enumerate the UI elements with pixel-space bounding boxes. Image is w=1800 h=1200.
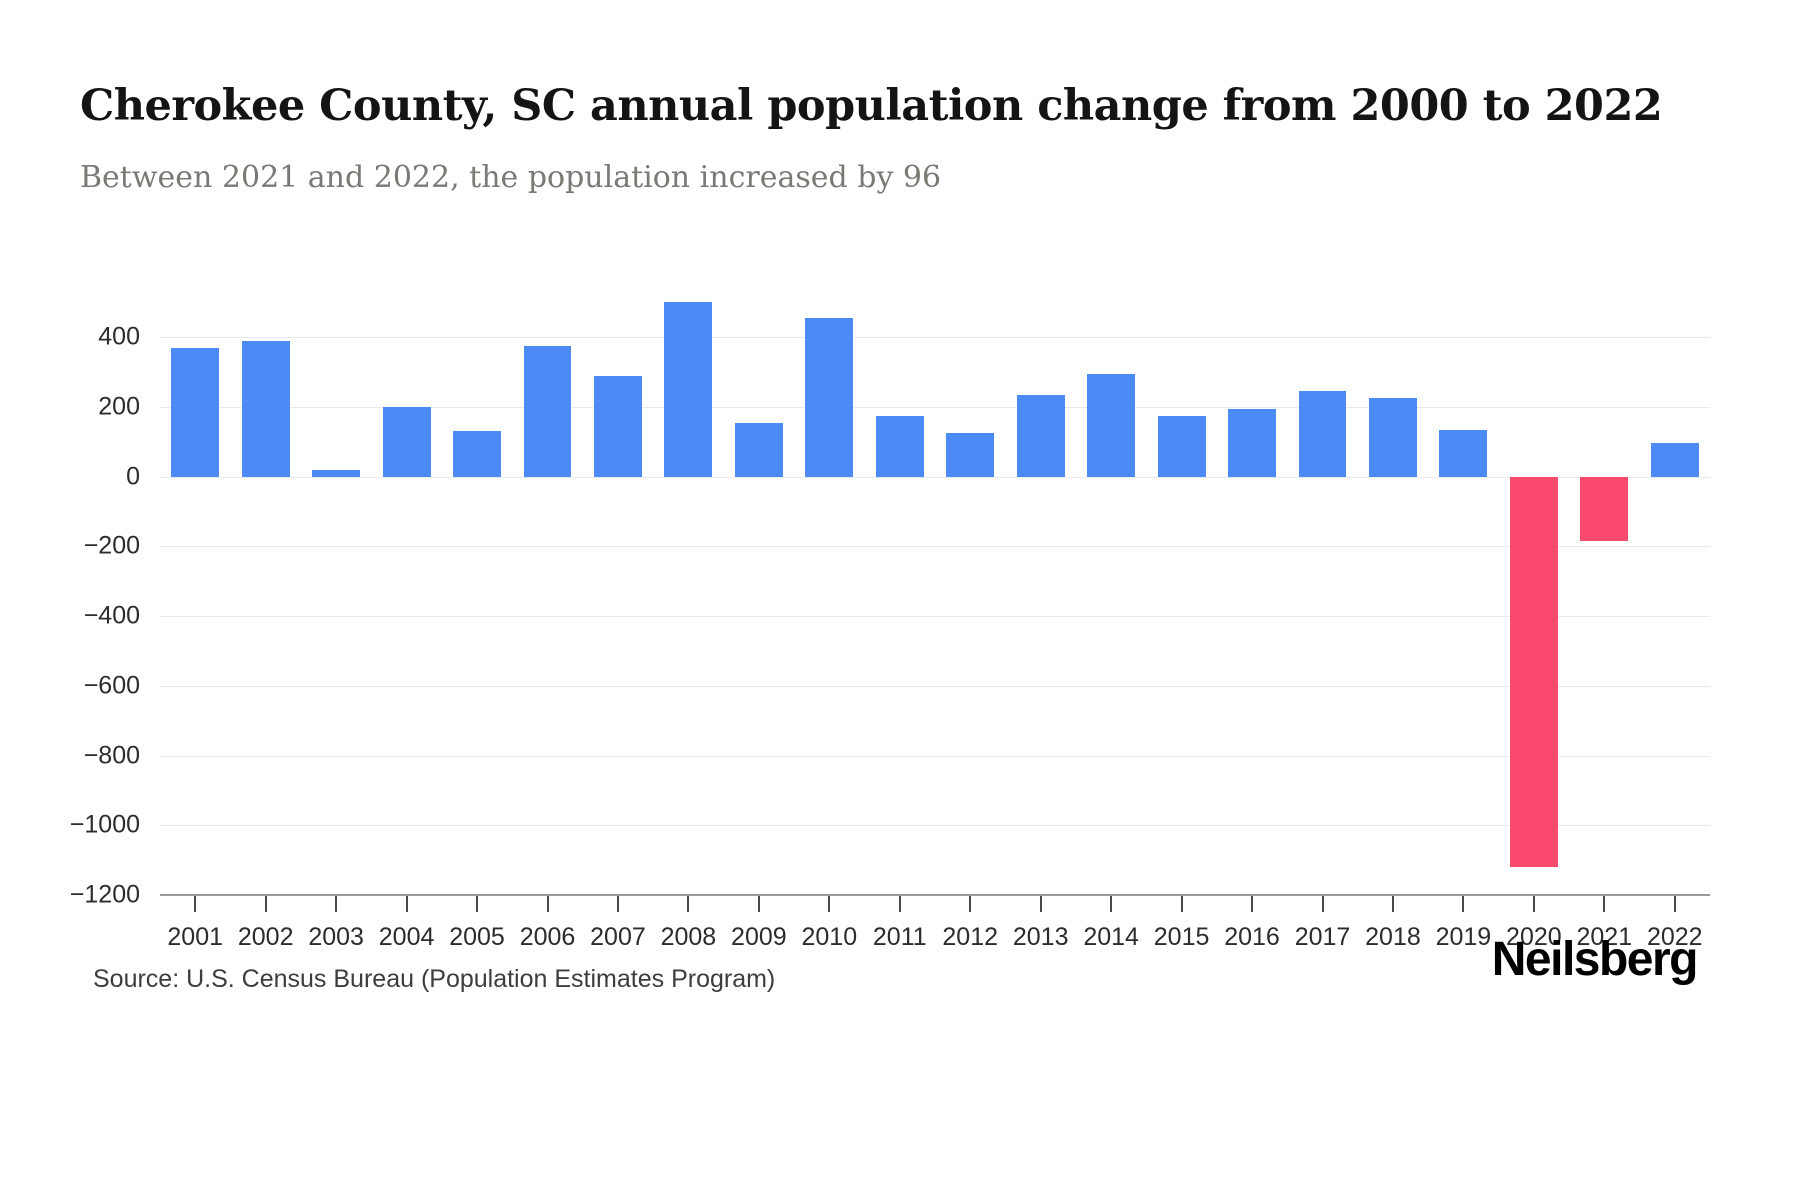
x-axis-tick <box>757 895 760 912</box>
plot-area: 400 200 0 −200 −400 −600 −800 −1000 −1200 2001 200… <box>70 285 1710 951</box>
x-axis-tick <box>405 895 408 912</box>
bar-2008 <box>664 302 713 477</box>
x-axis-label-2022: 2022 <box>1646 923 1703 951</box>
bar-2012 <box>946 433 995 477</box>
x-axis-label-2003: 2003 <box>308 923 364 951</box>
x-axis-tick <box>1391 895 1394 912</box>
page-title: Cherokee County, SC annual population ch… <box>80 80 1663 131</box>
y-axis-tick-label: −800 <box>83 741 140 770</box>
x-axis-tick <box>969 895 972 912</box>
x-axis-tick <box>616 895 619 912</box>
x-axis-label-2010: 2010 <box>801 923 858 951</box>
bar-2019 <box>1439 429 1488 477</box>
y-axis-tick-label: −1000 <box>69 810 140 839</box>
x-axis-label-2021: 2021 <box>1576 923 1633 951</box>
bar-2009 <box>734 422 783 477</box>
bar-2007 <box>594 375 642 477</box>
bar-2011 <box>875 415 924 477</box>
bar-2010 <box>805 318 854 477</box>
bar-2005 <box>453 431 501 477</box>
x-axis-tick <box>1673 895 1676 912</box>
bar-2020 <box>1509 476 1558 868</box>
gridline-0 <box>160 476 1710 478</box>
bar-2021 <box>1580 476 1629 542</box>
x-axis-tick <box>546 895 549 912</box>
gridline--400 <box>160 616 1710 618</box>
x-axis-tick <box>1039 895 1042 912</box>
x-axis-label-2017: 2017 <box>1294 923 1351 951</box>
page-subtitle: Between 2021 and 2022, the population in… <box>80 160 942 195</box>
y-axis-tick-label: −200 <box>83 531 140 560</box>
x-axis-tick <box>264 895 267 912</box>
gridline-200 <box>160 407 1710 408</box>
bar-2002 <box>241 340 290 477</box>
x-axis-tick <box>1110 895 1113 912</box>
x-axis-tick <box>1532 895 1535 912</box>
x-axis-tick <box>194 895 197 912</box>
y-axis-tick-label: −400 <box>83 601 140 630</box>
y-axis-tick-label: 0 <box>126 462 140 491</box>
bar-2015 <box>1157 415 1206 477</box>
bar-2004 <box>382 407 431 477</box>
x-axis-label-2014: 2014 <box>1083 923 1139 951</box>
x-axis-label-2006: 2006 <box>519 923 576 951</box>
x-axis-tick <box>1603 895 1606 912</box>
source-note: Source: U.S. Census Bureau (Population E… <box>93 965 776 993</box>
gridline--800 <box>160 755 1710 757</box>
x-axis-label-2004: 2004 <box>378 923 435 951</box>
x-axis-label-2002: 2002 <box>237 923 294 951</box>
x-axis-tick <box>1251 895 1254 912</box>
x-axis-label-2020: 2020 <box>1506 923 1562 951</box>
x-axis-label-2007: 2007 <box>590 923 646 951</box>
y-axis-tick-label: 200 <box>98 392 140 421</box>
bar-2016 <box>1228 408 1276 477</box>
x-axis-label-2013: 2013 <box>1012 923 1069 951</box>
x-axis-line <box>160 894 1710 896</box>
gridline--600 <box>160 685 1710 687</box>
x-axis-tick <box>335 895 338 912</box>
x-axis-tick <box>1180 895 1183 912</box>
x-axis-label-2018: 2018 <box>1365 923 1421 951</box>
bar-2018 <box>1369 398 1417 477</box>
x-axis-label-2012: 2012 <box>942 923 999 951</box>
x-axis-tick <box>1321 895 1324 912</box>
x-axis-label-2008: 2008 <box>660 923 717 951</box>
bar-2001 <box>171 347 220 477</box>
bar-2014 <box>1087 373 1136 477</box>
x-axis-tick <box>898 895 901 912</box>
brand-logo: Neilsberg <box>1491 933 1699 986</box>
y-axis-tick-label: −1200 <box>69 880 140 909</box>
gridline-400 <box>160 337 1710 339</box>
x-axis-label-2009: 2009 <box>731 923 787 951</box>
bar-2006 <box>523 346 572 477</box>
gridline--1000 <box>160 825 1710 827</box>
x-axis-label-2015: 2015 <box>1153 923 1210 951</box>
gridline--200 <box>160 546 1710 548</box>
y-axis-tick-label: 400 <box>98 322 140 351</box>
x-axis-tick <box>476 895 479 912</box>
bar-2013 <box>1016 394 1065 477</box>
x-axis-label-2019: 2019 <box>1435 923 1492 951</box>
y-axis-tick-label: −600 <box>83 671 140 700</box>
x-axis-label-2005: 2005 <box>449 923 505 951</box>
bar-2003 <box>312 469 361 477</box>
x-axis-tick <box>1462 895 1465 912</box>
bar-2022 <box>1650 443 1699 477</box>
x-axis-label-2011: 2011 <box>872 923 927 951</box>
x-axis-label-2016: 2016 <box>1224 923 1280 951</box>
x-axis-tick <box>687 895 690 912</box>
x-axis-label-2001: 2001 <box>167 923 224 951</box>
bar-2017 <box>1298 391 1347 477</box>
x-axis-tick <box>828 895 831 912</box>
